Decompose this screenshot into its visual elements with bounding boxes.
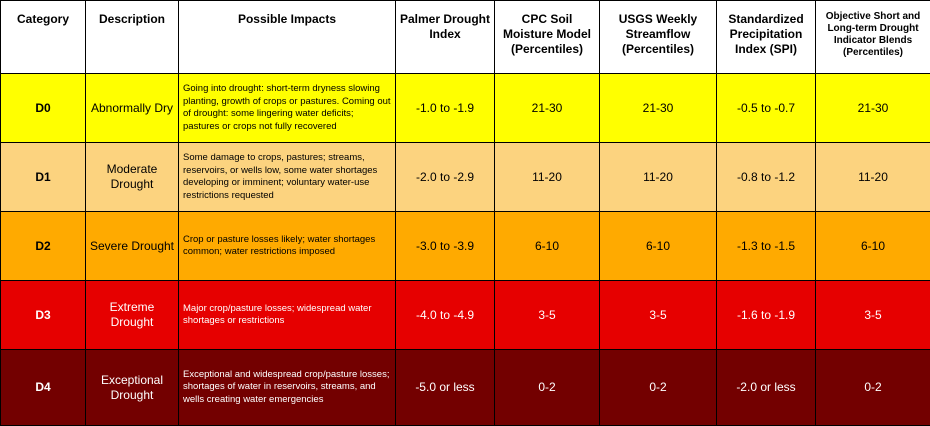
spi-cell: -0.5 to -0.7 bbox=[717, 74, 816, 143]
blends-cell: 3-5 bbox=[816, 281, 930, 350]
category-cell: D2 bbox=[1, 212, 86, 281]
table-row: D0 Abnormally Dry Going into drought: sh… bbox=[1, 74, 930, 143]
spi-cell: -1.3 to -1.5 bbox=[717, 212, 816, 281]
category-cell: D4 bbox=[1, 350, 86, 426]
description-cell: Extreme Drought bbox=[86, 281, 179, 350]
header-indicator-blends: Objective Short and Long-term Drought In… bbox=[816, 1, 930, 74]
header-spi: Standardized Precipitation Index (SPI) bbox=[717, 1, 816, 74]
impacts-cell: Some damage to crops, pastures; streams,… bbox=[179, 143, 396, 212]
spi-cell: -0.8 to -1.2 bbox=[717, 143, 816, 212]
header-cpc-soil-moisture: CPC Soil Moisture Model (Percentiles) bbox=[495, 1, 600, 74]
impacts-cell: Going into drought: short-term dryness s… bbox=[179, 74, 396, 143]
table-row: D2 Severe Drought Crop or pasture losses… bbox=[1, 212, 930, 281]
palmer-cell: -2.0 to -2.9 bbox=[396, 143, 495, 212]
header-category: Category bbox=[1, 1, 86, 74]
palmer-cell: -3.0 to -3.9 bbox=[396, 212, 495, 281]
blends-cell: 11-20 bbox=[816, 143, 930, 212]
cpc-cell: 21-30 bbox=[495, 74, 600, 143]
category-cell: D1 bbox=[1, 143, 86, 212]
cpc-cell: 6-10 bbox=[495, 212, 600, 281]
usgs-cell: 21-30 bbox=[600, 74, 717, 143]
table-row: D3 Extreme Drought Major crop/pasture lo… bbox=[1, 281, 930, 350]
spi-cell: -2.0 or less bbox=[717, 350, 816, 426]
header-row: Category Description Possible Impacts Pa… bbox=[1, 1, 930, 74]
cpc-cell: 0-2 bbox=[495, 350, 600, 426]
blends-cell: 6-10 bbox=[816, 212, 930, 281]
usgs-cell: 3-5 bbox=[600, 281, 717, 350]
category-cell: D0 bbox=[1, 74, 86, 143]
usgs-cell: 11-20 bbox=[600, 143, 717, 212]
table-row: D1 Moderate Drought Some damage to crops… bbox=[1, 143, 930, 212]
spi-cell: -1.6 to -1.9 bbox=[717, 281, 816, 350]
usgs-cell: 0-2 bbox=[600, 350, 717, 426]
header-description: Description bbox=[86, 1, 179, 74]
header-usgs-streamflow: USGS Weekly Streamflow (Percentiles) bbox=[600, 1, 717, 74]
palmer-cell: -1.0 to -1.9 bbox=[396, 74, 495, 143]
header-possible-impacts: Possible Impacts bbox=[179, 1, 396, 74]
description-cell: Severe Drought bbox=[86, 212, 179, 281]
impacts-cell: Crop or pasture losses likely; water sho… bbox=[179, 212, 396, 281]
impacts-cell: Major crop/pasture losses; widespread wa… bbox=[179, 281, 396, 350]
description-cell: Abnormally Dry bbox=[86, 74, 179, 143]
header-palmer-drought-index: Palmer Drought Index bbox=[396, 1, 495, 74]
usgs-cell: 6-10 bbox=[600, 212, 717, 281]
cpc-cell: 11-20 bbox=[495, 143, 600, 212]
description-cell: Exceptional Drought bbox=[86, 350, 179, 426]
cpc-cell: 3-5 bbox=[495, 281, 600, 350]
palmer-cell: -5.0 or less bbox=[396, 350, 495, 426]
impacts-cell: Exceptional and widespread crop/pasture … bbox=[179, 350, 396, 426]
palmer-cell: -4.0 to -4.9 bbox=[396, 281, 495, 350]
category-cell: D3 bbox=[1, 281, 86, 350]
description-cell: Moderate Drought bbox=[86, 143, 179, 212]
blends-cell: 21-30 bbox=[816, 74, 930, 143]
table-row: D4 Exceptional Drought Exceptional and w… bbox=[1, 350, 930, 426]
blends-cell: 0-2 bbox=[816, 350, 930, 426]
